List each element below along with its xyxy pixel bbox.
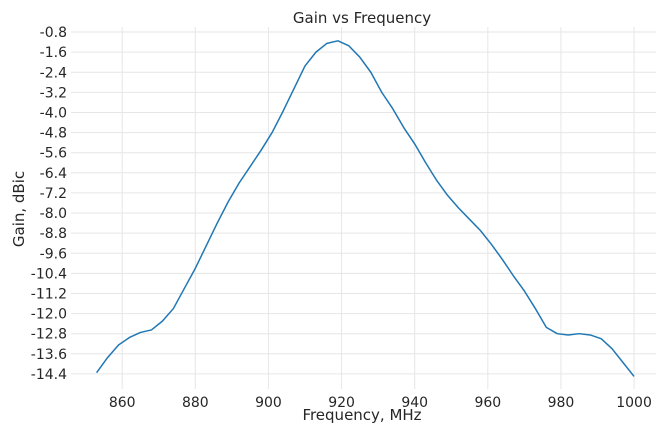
y-tick-label: -11.2: [31, 286, 67, 302]
y-tick-label: -3.2: [40, 85, 67, 101]
y-tick-label: -1.6: [40, 45, 67, 61]
y-tick-label: -8.8: [40, 226, 67, 242]
x-tick-label: 920: [328, 395, 355, 411]
x-tick-label: 940: [401, 395, 428, 411]
y-tick-label: -10.4: [31, 266, 67, 282]
x-tick-label: 900: [255, 395, 282, 411]
y-tick-label: -6.4: [40, 166, 67, 182]
y-tick-label: -12.8: [31, 327, 67, 343]
y-tick-label: -4.0: [40, 105, 67, 121]
x-tick-label: 1000: [616, 395, 652, 411]
y-tick-label: -9.6: [40, 246, 67, 262]
y-tick-label: -12.0: [31, 307, 67, 323]
y-tick-label: -8.0: [40, 206, 67, 222]
y-tick-label: -14.4: [31, 367, 67, 383]
y-tick-label: -0.8: [40, 25, 67, 41]
chart-title: Gain vs Frequency: [293, 9, 431, 27]
x-axis-label: Frequency, MHz: [302, 406, 421, 424]
x-tick-labels: 860 880 900 920 940 960 980 1000: [109, 395, 652, 411]
x-tick-label: 960: [474, 395, 501, 411]
y-tick-label: -13.6: [31, 347, 67, 363]
gain-series-line: [95, 40, 635, 377]
y-tick-label: -2.4: [40, 65, 67, 81]
x-tick-label: 880: [182, 395, 209, 411]
y-tick-labels: -0.8 -1.6 -2.4 -3.2 -4.0 -4.8 -5.6 -6.4 -7.2 -8.0…: [31, 25, 67, 383]
series-layer: [95, 40, 635, 377]
y-tick-label: -4.8: [40, 126, 67, 142]
y-tick-label: -5.6: [40, 146, 67, 162]
x-tick-label: 980: [548, 395, 575, 411]
y-tick-label: -7.2: [40, 186, 67, 202]
grid: [71, 27, 656, 389]
y-axis-label: Gain, dBic: [10, 171, 28, 247]
x-tick-label: 860: [109, 395, 136, 411]
